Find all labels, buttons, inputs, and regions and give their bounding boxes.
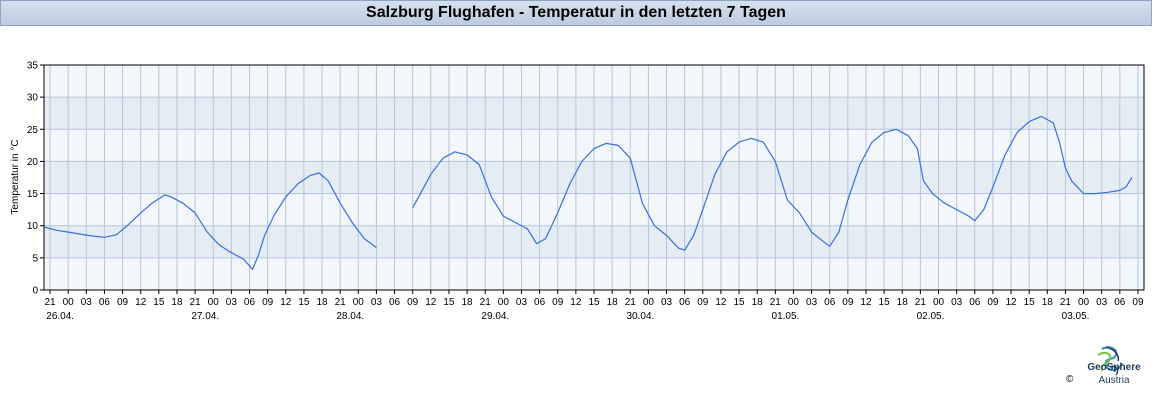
x-tick-label: 03	[371, 297, 383, 308]
x-tick-label: 15	[733, 297, 745, 308]
day-label: 27.04.	[191, 311, 219, 322]
logo-name: GeoSphere	[1087, 362, 1141, 373]
x-tick-label: 15	[1024, 297, 1036, 308]
y-tick-label: 5	[32, 253, 38, 264]
x-tick-label: 21	[44, 297, 56, 308]
x-tick-label: 03	[951, 297, 963, 308]
x-tick-label: 06	[969, 297, 981, 308]
x-tick-label: 09	[1132, 297, 1144, 308]
x-tick-label: 21	[335, 297, 347, 308]
x-tick-label: 12	[860, 297, 872, 308]
x-tick-label: 12	[715, 297, 727, 308]
y-axis-label: Temperatur in °C	[10, 139, 21, 214]
x-tick-label: 00	[788, 297, 800, 308]
x-tick-label: 03	[81, 297, 93, 308]
x-tick-label: 09	[117, 297, 129, 308]
x-tick-label: 18	[171, 297, 183, 308]
x-tick-label: 06	[389, 297, 401, 308]
x-tick-label: 21	[480, 297, 492, 308]
x-tick-label: 03	[226, 297, 238, 308]
y-tick-label: 10	[27, 221, 39, 232]
y-tick-label: 35	[27, 61, 39, 72]
x-tick-label: 03	[661, 297, 673, 308]
x-tick-label: 21	[915, 297, 927, 308]
x-tick-label: 18	[316, 297, 328, 308]
y-tick-label: 0	[32, 286, 38, 297]
y-tick-label: 15	[27, 189, 39, 200]
x-tick-label: 06	[1114, 297, 1126, 308]
x-tick-label: 09	[552, 297, 564, 308]
temperature-line-segment-1	[43, 172, 377, 270]
x-tick-label: 00	[63, 297, 75, 308]
x-tick-label: 09	[987, 297, 999, 308]
x-tick-label: 21	[1060, 297, 1072, 308]
day-label: 01.05.	[772, 311, 800, 322]
x-tick-label: 21	[625, 297, 637, 308]
day-label: 29.04.	[481, 311, 509, 322]
day-label: 02.05.	[917, 311, 945, 322]
x-tick-label: 06	[244, 297, 256, 308]
y-tick-label: 25	[27, 125, 39, 136]
x-tick-label: 09	[407, 297, 419, 308]
x-tick-label: 06	[534, 297, 546, 308]
x-axis-ticks: 21 00 03 06 09 12 15 18 21 00 03 06 09 12 15 18 21 00 03 06…	[44, 290, 1144, 308]
x-tick-label: 00	[933, 297, 945, 308]
x-tick-label: 12	[280, 297, 292, 308]
x-tick-label: 06	[99, 297, 111, 308]
x-tick-label: 12	[135, 297, 147, 308]
x-tick-label: 03	[516, 297, 528, 308]
vertical-gridlines	[49, 65, 1139, 290]
x-tick-label: 12	[1005, 297, 1017, 308]
x-tick-label: 06	[824, 297, 836, 308]
x-tick-label: 21	[770, 297, 782, 308]
x-tick-label: 18	[752, 297, 764, 308]
chart-title: Salzburg Flughafen - Temperatur in den l…	[0, 0, 1152, 26]
x-tick-label: 15	[879, 297, 891, 308]
x-tick-label: 18	[607, 297, 619, 308]
x-tick-label: 09	[697, 297, 709, 308]
series-layer	[43, 115, 1133, 270]
x-tick-label: 15	[298, 297, 310, 308]
x-tick-label: 21	[190, 297, 202, 308]
day-label: 30.04.	[626, 311, 654, 322]
y-tick-label: 20	[27, 157, 39, 168]
x-tick-label: 12	[570, 297, 582, 308]
x-tick-label: 15	[153, 297, 165, 308]
x-axis-day-labels: 26.04. 27.04. 28.04. 29.04. 30.04. 01.05. 02.0…	[46, 311, 1089, 322]
x-tick-label: 18	[1042, 297, 1054, 308]
x-tick-label: 03	[1096, 297, 1108, 308]
x-tick-label: 18	[462, 297, 474, 308]
x-tick-label: 12	[425, 297, 437, 308]
x-tick-label: 00	[208, 297, 220, 308]
x-tick-label: 09	[262, 297, 274, 308]
copyright-symbol: ©	[1066, 374, 1074, 385]
day-label: 03.05.	[1062, 311, 1090, 322]
x-tick-label: 03	[806, 297, 818, 308]
x-tick-label: 15	[588, 297, 600, 308]
x-tick-label: 15	[443, 297, 455, 308]
x-tick-label: 09	[842, 297, 854, 308]
day-label: 26.04.	[46, 311, 74, 322]
x-tick-label: 00	[353, 297, 365, 308]
x-tick-label: 00	[643, 297, 655, 308]
x-tick-label: 00	[1078, 297, 1090, 308]
y-axis-ticks: 0 5 10 15 20 25 30 35	[27, 61, 44, 297]
geosphere-logo-icon	[1097, 346, 1123, 376]
x-tick-label: 18	[897, 297, 909, 308]
x-tick-label: 06	[679, 297, 691, 308]
temperature-line-segment-2	[412, 115, 1133, 251]
x-tick-label: 00	[498, 297, 510, 308]
day-label: 28.04.	[336, 311, 364, 322]
logo-subtitle: Austria	[1098, 375, 1130, 386]
y-tick-label: 30	[27, 93, 39, 104]
